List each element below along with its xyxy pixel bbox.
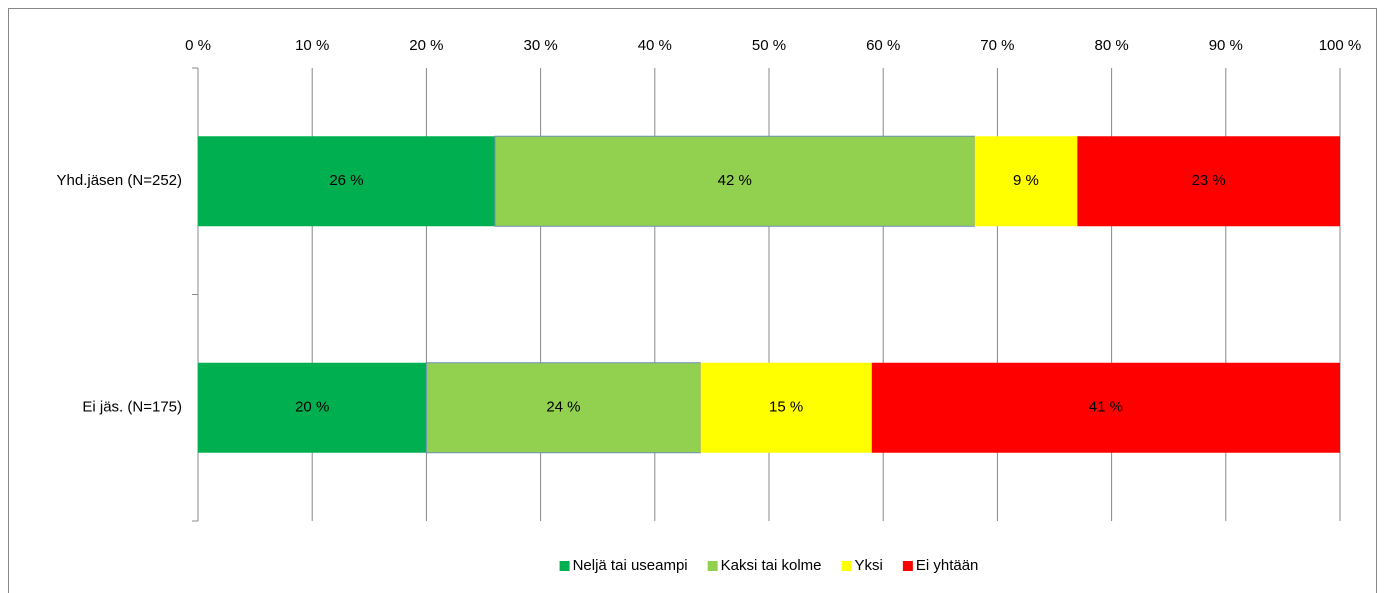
x-tick-label: 90 % — [1209, 37, 1243, 54]
data-label: 24 % — [546, 399, 580, 416]
data-label: 20 % — [295, 399, 329, 416]
legend-label: Neljä tai useampi — [573, 557, 688, 574]
bar-segment — [871, 362, 1340, 453]
data-label: 41 % — [1089, 399, 1123, 416]
chart-frame — [8, 8, 1377, 593]
x-tick-label: 50 % — [752, 37, 786, 54]
legend-swatch — [902, 561, 913, 571]
data-label: 26 % — [329, 172, 363, 189]
x-tick-label: 100 % — [1319, 37, 1362, 54]
legend-label: Ei yhtään — [916, 557, 979, 574]
x-tick-label: 70 % — [980, 37, 1014, 54]
x-tick-label: 10 % — [295, 37, 329, 54]
bar-segment — [700, 362, 872, 453]
legend-label: Kaksi tai kolme — [721, 557, 822, 574]
x-tick-label: 80 % — [1094, 37, 1128, 54]
data-label: 15 % — [769, 399, 803, 416]
bar-segment — [198, 362, 427, 453]
legend-label: Yksi — [855, 557, 883, 574]
bar-segment — [198, 136, 495, 227]
x-tick-label: 60 % — [866, 37, 900, 54]
data-label: 42 % — [718, 172, 752, 189]
bar-segment — [425, 362, 701, 454]
data-label: 23 % — [1192, 172, 1226, 189]
x-tick-label: 20 % — [409, 37, 443, 54]
y-tick-label: Ei jäs. (N=175) — [82, 399, 182, 416]
bar-segment — [1077, 136, 1340, 227]
x-tick-label: 0 % — [185, 37, 211, 54]
bar-segment — [974, 136, 1078, 227]
bar-segment — [494, 135, 976, 227]
x-tick-label: 40 % — [638, 37, 672, 54]
legend-swatch — [841, 561, 852, 571]
x-tick-label: 30 % — [523, 37, 557, 54]
data-label: 9 % — [1013, 172, 1039, 189]
y-tick-label: Yhd.jäsen (N=252) — [57, 172, 183, 189]
legend-swatch — [707, 561, 718, 571]
legend-swatch — [559, 561, 570, 571]
